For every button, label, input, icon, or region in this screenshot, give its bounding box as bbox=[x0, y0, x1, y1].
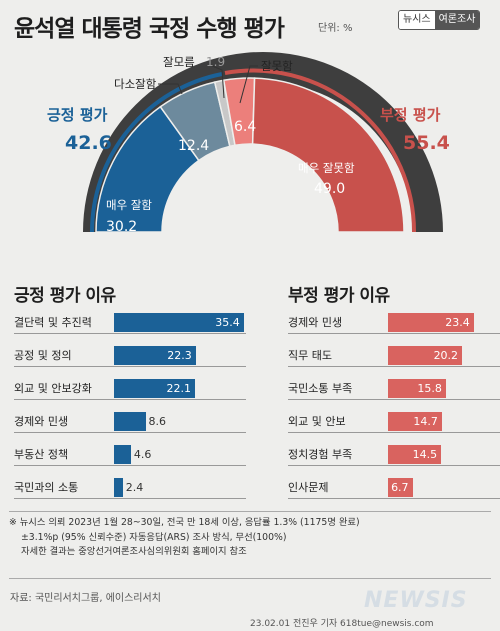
positive-value: 42.6 bbox=[65, 132, 112, 154]
value-very-good: 30.2 bbox=[106, 219, 137, 235]
negative-reasons-chart: 경제와 민생 23.4 직무 태도 20.2 국민소통 부족 15.8 외교 및 안보 14.… bbox=[288, 312, 500, 510]
positive-reason-bar: 8.6 bbox=[114, 412, 166, 431]
negative-reason-row: 정치경험 부족 14.5 bbox=[288, 444, 500, 477]
negative-reason-category-label: 외교 및 안보 bbox=[288, 415, 346, 428]
negative-reason-row: 국민소통 부족 15.8 bbox=[288, 378, 500, 411]
label-somewhat-good: 다소잘함 bbox=[114, 77, 157, 91]
gauge-shadow bbox=[83, 52, 443, 232]
leader-bad bbox=[239, 65, 258, 104]
positive-reason-row: 외교 및 안보강화 22.1 bbox=[14, 378, 246, 411]
negative-reason-category-label: 인사문제 bbox=[288, 481, 329, 494]
positive-reason-value-label: 2.4 bbox=[125, 481, 144, 494]
footnote-line-2: ±3.1%p (95% 신뢰수준) 자동응답(ARS) 조사 방식, 무선(10… bbox=[21, 531, 287, 543]
value-somewhat-good: 12.4 bbox=[178, 138, 209, 154]
leader-somewhat-good bbox=[158, 83, 183, 95]
positive-reason-row: 공정 및 정의 22.3 bbox=[14, 345, 246, 378]
negative-reason-value-label: 14.5 bbox=[412, 448, 438, 461]
negative-reason-category-label: 국민소통 부족 bbox=[288, 382, 353, 395]
positive-reason-bar: 35.4 bbox=[114, 313, 244, 332]
positive-reason-baseline bbox=[14, 333, 246, 334]
negative-reason-bar: 14.7 bbox=[388, 412, 442, 431]
unit-label: 단위: % bbox=[318, 23, 353, 34]
positive-reason-baseline bbox=[14, 399, 246, 400]
negative-reason-baseline bbox=[288, 366, 500, 367]
label-unknown: 잘모름 bbox=[163, 55, 195, 69]
positive-title: 긍정 평가 bbox=[47, 106, 108, 124]
negative-reason-bar: 20.2 bbox=[388, 346, 463, 365]
label-very-bad: 매우 잘못함 bbox=[298, 161, 355, 175]
negative-reason-baseline bbox=[288, 333, 500, 334]
negative-reason-row: 직무 태도 20.2 bbox=[288, 345, 500, 378]
gauge-segment-very-bad bbox=[251, 77, 405, 233]
negative-reason-bar: 6.7 bbox=[388, 478, 413, 497]
negative-reason-baseline bbox=[288, 399, 500, 400]
positive-reason-value-label: 35.4 bbox=[215, 316, 240, 329]
negative-reason-value-label: 14.7 bbox=[413, 415, 438, 428]
negative-reason-row: 인사문제 6.7 bbox=[288, 477, 500, 510]
positive-reasons-chart: 결단력 및 추진력 35.4 공정 및 정의 22.3 외교 및 안보강화 22.1 경제와… bbox=[14, 312, 246, 510]
negative-value: 55.4 bbox=[403, 132, 450, 154]
negative-reason-baseline bbox=[288, 498, 500, 499]
negative-reason-bar: 23.4 bbox=[388, 313, 474, 332]
positive-reason-row: 결단력 및 추진력 35.4 bbox=[14, 312, 246, 345]
chart-title: 윤석열 대통령 국정 수행 평가 bbox=[14, 16, 285, 42]
newsis-watermark-logo: NEWSIS bbox=[364, 588, 468, 613]
footnote-line-1: ※ 뉴시스 의뢰 2023년 1월 28~30일, 전국 만 18세 이상, 응… bbox=[9, 517, 360, 528]
source-text: 자료: 국민리서치그룹, 에이스리서치 bbox=[10, 593, 161, 604]
brand-badge: 뉴시스 여론조사 bbox=[398, 10, 481, 30]
negative-reason-baseline bbox=[288, 432, 500, 433]
label-bad: 잘못함 bbox=[261, 59, 293, 73]
negative-reason-value-label: 23.4 bbox=[445, 316, 470, 329]
positive-reason-bar: 4.6 bbox=[114, 445, 151, 464]
negative-title: 부정 평가 bbox=[380, 106, 441, 124]
positive-reason-row: 국민과의 소통 2.4 bbox=[14, 477, 246, 510]
footnote-line-3: 자세한 결과는 중앙선거여론조사심의위원회 홈페이지 참조 bbox=[21, 546, 247, 557]
positive-reason-bar: 2.4 bbox=[114, 478, 143, 497]
survey-footnote: ※ 뉴시스 의뢰 2023년 1월 28~30일, 전국 만 18세 이상, 응… bbox=[9, 511, 491, 579]
positive-reason-baseline bbox=[14, 432, 246, 433]
positive-reason-baseline bbox=[14, 498, 246, 499]
credit-text: 23.02.01 전진우 기자 618tue@newsis.com bbox=[250, 619, 434, 629]
positive-reason-value-label: 22.1 bbox=[166, 382, 192, 395]
positive-reason-baseline bbox=[14, 465, 246, 466]
positive-reason-value-label: 8.6 bbox=[148, 415, 167, 428]
negative-outer-arc bbox=[224, 68, 417, 233]
negative-reason-bar: 15.8 bbox=[388, 379, 446, 398]
positive-reason-category-label: 국민과의 소통 bbox=[14, 481, 79, 494]
negative-reason-row: 경제와 민생 23.4 bbox=[288, 312, 500, 345]
label-very-good: 매우 잘함 bbox=[106, 198, 152, 212]
positive-reason-category-label: 경제와 민생 bbox=[14, 415, 69, 428]
positive-reason-category-label: 외교 및 안보강화 bbox=[14, 382, 92, 395]
positive-reason-bar: 22.3 bbox=[114, 346, 196, 365]
negative-reason-category-label: 정치경험 부족 bbox=[288, 448, 353, 461]
positive-reason-row: 경제와 민생 8.6 bbox=[14, 411, 246, 444]
negative-reasons-title: 부정 평가 이유 bbox=[288, 286, 390, 306]
negative-reason-bar: 14.5 bbox=[388, 445, 442, 464]
positive-reason-category-label: 부동산 정책 bbox=[14, 448, 69, 461]
positive-reason-value-label: 22.3 bbox=[167, 349, 192, 362]
negative-reason-category-label: 직무 태도 bbox=[288, 349, 332, 362]
value-unknown: 1.9 bbox=[206, 55, 225, 69]
positive-outer-arc bbox=[90, 72, 223, 233]
negative-reason-value-label: 20.2 bbox=[433, 349, 459, 362]
negative-reason-row: 외교 및 안보 14.7 bbox=[288, 411, 500, 444]
approval-gauge: 긍정 평가 42.6 부정 평가 55.4 다소잘함 잘모름 1.9 잘못함 매… bbox=[47, 52, 450, 235]
value-very-bad: 49.0 bbox=[314, 181, 345, 197]
negative-reason-value-label: 15.8 bbox=[417, 382, 442, 395]
leader-unknown bbox=[209, 64, 225, 99]
negative-reason-category-label: 경제와 민생 bbox=[288, 316, 343, 329]
positive-reason-bar: 22.1 bbox=[114, 379, 196, 398]
value-bad: 6.4 bbox=[234, 119, 256, 135]
positive-reason-row: 부동산 정책 4.6 bbox=[14, 444, 246, 477]
brand-newsis: 뉴시스 bbox=[399, 11, 435, 29]
positive-reason-category-label: 결단력 및 추진력 bbox=[14, 316, 92, 329]
negative-reason-value-label: 6.7 bbox=[391, 481, 409, 494]
positive-reason-category-label: 공정 및 정의 bbox=[14, 349, 72, 362]
positive-reason-value-label: 4.6 bbox=[133, 448, 152, 461]
positive-reasons-title: 긍정 평가 이유 bbox=[14, 286, 116, 306]
brand-poll: 여론조사 bbox=[434, 11, 480, 29]
negative-reason-baseline bbox=[288, 465, 500, 466]
positive-reason-baseline bbox=[14, 366, 246, 367]
